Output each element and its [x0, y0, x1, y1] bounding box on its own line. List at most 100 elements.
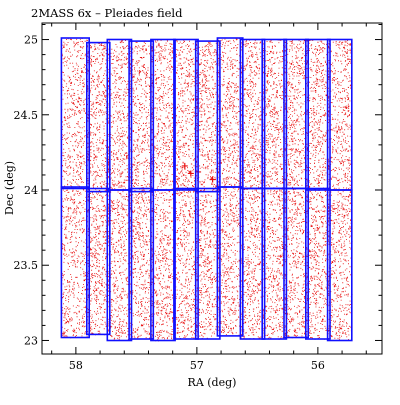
- star-point: [123, 181, 126, 184]
- y-tick-label: 23: [24, 334, 38, 347]
- star-point: [318, 181, 320, 184]
- scan-strip: [106, 189, 133, 342]
- x-tick-label: 58: [69, 359, 83, 372]
- star-point: [199, 245, 202, 247]
- scan-strip: [304, 187, 331, 340]
- star-point: [176, 332, 179, 334]
- y-tick-label: 24: [24, 184, 38, 197]
- star-point: [343, 214, 346, 217]
- star-field-fill: [86, 42, 111, 193]
- star-point: [233, 147, 236, 149]
- star-point: [213, 108, 215, 110]
- star-point: [67, 207, 70, 209]
- star-point: [325, 94, 328, 96]
- star-field-fill: [150, 190, 176, 342]
- star-point: [185, 142, 187, 145]
- star-point: [331, 261, 334, 263]
- scan-strip: [173, 38, 199, 191]
- scan-strip: [60, 186, 91, 339]
- star-point: [273, 217, 276, 220]
- scan-strip: [194, 187, 221, 340]
- star-point: [290, 62, 293, 65]
- star-point: [346, 52, 348, 54]
- scan-strip: [216, 37, 244, 188]
- scan-strip: [194, 40, 221, 193]
- axis-ticks: [42, 23, 382, 354]
- star-point: [311, 225, 313, 227]
- star-field-fill: [61, 187, 91, 339]
- star-field-fill: [284, 39, 310, 188]
- star-point: [277, 284, 279, 286]
- star-point: [208, 269, 210, 271]
- star-point: [227, 82, 230, 84]
- star-point: [165, 312, 168, 315]
- star-point: [299, 252, 301, 254]
- star-point: [133, 225, 135, 227]
- star-point: [182, 174, 185, 176]
- star-point: [259, 165, 261, 167]
- star-point: [249, 117, 251, 119]
- star-point: [181, 67, 184, 69]
- scan-strip: [261, 187, 288, 340]
- star-point: [193, 210, 196, 212]
- star-point: [76, 106, 78, 109]
- star-point: [303, 296, 306, 298]
- star-field-fill: [150, 40, 176, 191]
- star-point: [192, 99, 194, 101]
- star-field-fill: [195, 188, 221, 339]
- star-point: [210, 177, 213, 179]
- star-point: [101, 142, 104, 145]
- star-point: [232, 302, 234, 304]
- scan-strip: [86, 187, 111, 336]
- scan-strips: [60, 37, 353, 342]
- star-point: [198, 148, 201, 151]
- y-tick-label: 24.5: [14, 109, 39, 122]
- star-point: [65, 321, 67, 324]
- star-point: [266, 75, 268, 77]
- star-point: [284, 303, 286, 306]
- x-tick-labels: 58 57 56: [69, 359, 325, 372]
- star-point: [282, 181, 284, 184]
- star-point: [83, 279, 86, 282]
- star-point: [178, 156, 180, 158]
- scan-strip: [283, 187, 310, 339]
- y-tick-label: 23.5: [14, 259, 39, 272]
- scan-strip: [60, 37, 91, 190]
- star-point: [70, 82, 72, 84]
- star-point: [314, 90, 317, 92]
- scan-strip: [128, 187, 155, 340]
- star-field-fill: [217, 38, 244, 188]
- scan-strip: [304, 38, 331, 191]
- star-field-fill: [129, 41, 155, 193]
- star-point: [145, 49, 147, 51]
- star-point: [270, 50, 272, 53]
- star-field-fill: [217, 187, 244, 336]
- star-point: [228, 223, 231, 226]
- star-point: [254, 235, 256, 238]
- star-point: [98, 232, 100, 235]
- star-point: [81, 70, 83, 72]
- star-point: [220, 162, 222, 164]
- scan-strip: [239, 187, 266, 340]
- bright-star-point: [187, 170, 194, 177]
- star-point: [322, 318, 324, 321]
- star-point: [301, 196, 303, 199]
- star-point: [121, 297, 123, 300]
- star-point: [295, 148, 297, 151]
- star-point: [95, 102, 98, 104]
- star-point: [141, 324, 144, 327]
- y-tick-labels: 23 23.5 24 24.5 25: [14, 34, 39, 348]
- star-point: [161, 96, 163, 98]
- x-tick-label: 57: [190, 359, 204, 372]
- chart-title: 2MASS 6x – Pleiades field: [31, 6, 183, 20]
- star-field-fill: [262, 189, 288, 340]
- star-field-fill: [61, 38, 90, 190]
- star-point: [156, 166, 158, 169]
- star-point: [172, 193, 174, 196]
- star-field-fill: [240, 188, 266, 340]
- star-point: [340, 327, 342, 330]
- star-point: [80, 156, 82, 158]
- bright-star-point: [209, 176, 216, 183]
